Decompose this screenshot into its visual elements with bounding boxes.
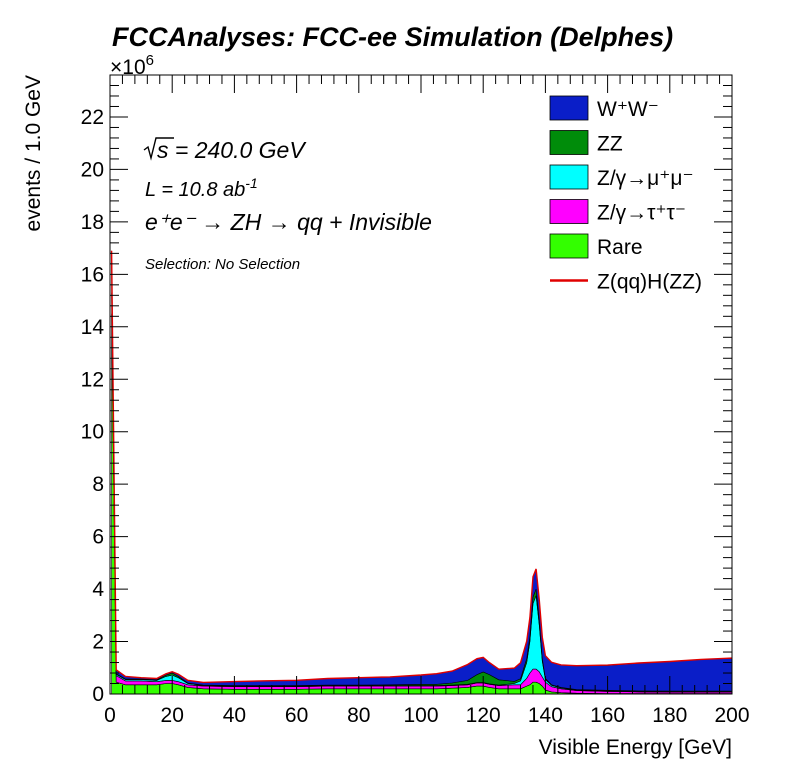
- svg-text:s = 240.0 GeV: s = 240.0 GeV: [157, 137, 307, 163]
- x-tick-label: 0: [104, 704, 116, 727]
- legend-swatch: [549, 130, 589, 155]
- chart-title: FCCAnalyses: FCC-ee Simulation (Delphes): [112, 22, 673, 52]
- y-tick-label: 2: [92, 631, 104, 654]
- x-tick-label: 80: [347, 704, 370, 727]
- legend-swatch: [549, 233, 589, 259]
- energy-label: = 240.0 GeV: [169, 137, 308, 163]
- x-tick-label: 40: [223, 704, 246, 727]
- luminosity-exponent: -1: [245, 175, 257, 191]
- legend-label: Z/γ→μ⁺μ⁻: [597, 167, 694, 190]
- signal-line: [110, 250, 733, 684]
- x-tick-label: 120: [466, 704, 501, 727]
- y-tick-label: 4: [92, 578, 104, 601]
- y-tick-label: 20: [81, 158, 104, 181]
- legend-entry: Z/γ→μ⁺μ⁻: [549, 164, 694, 190]
- series-area-1: [111, 292, 733, 694]
- stacked-series: [111, 250, 733, 695]
- luminosity-label: L = 10.8 ab-1: [145, 175, 258, 201]
- x-tick-label: 200: [714, 704, 749, 727]
- x-tick-label: 160: [590, 704, 625, 727]
- y-tick-label: 10: [81, 421, 104, 444]
- y-axis-label: events / 1.0 GeV: [22, 75, 45, 231]
- legend-label: Z/γ→τ⁺τ⁻: [597, 202, 686, 225]
- selection-label: Selection: No Selection: [145, 256, 300, 273]
- x-tick-label: 180: [652, 704, 687, 727]
- x-tick-label: 20: [161, 704, 184, 727]
- signal-path: [110, 250, 733, 684]
- legend-entry: W⁺W⁻: [549, 95, 659, 121]
- x-axis-label: Visible Energy [GeV]: [539, 736, 732, 759]
- legend-swatch: [549, 95, 589, 121]
- legend-swatch: [549, 164, 589, 190]
- legend-entry: Z(qq)H(ZZ): [550, 271, 702, 294]
- x-axis: 0 20 40 60 80 100 120 140 160 180 200: [104, 75, 750, 727]
- y-tick-label: 18: [81, 211, 104, 234]
- y-tick-label: 6: [92, 526, 104, 549]
- legend-label: Z(qq)H(ZZ): [597, 271, 702, 294]
- x-tick-label: 100: [403, 704, 438, 727]
- y-multiplier-exponent: 6: [146, 52, 154, 69]
- legend-label: Rare: [597, 236, 643, 259]
- y-tick-label: 22: [81, 106, 104, 129]
- series-area-4: [111, 250, 733, 692]
- sqrt-symbol: [143, 137, 174, 161]
- legend-entry: ZZ: [549, 130, 623, 156]
- legend-entry: Rare: [549, 233, 643, 259]
- y-tick-label: 8: [92, 473, 104, 496]
- x-tick-label: 60: [285, 704, 308, 727]
- y-multiplier: ×106: [110, 52, 154, 79]
- y-tick-label: 16: [81, 263, 104, 286]
- y-axis: 0 2 4 6 8 10 12 14 16 18 20 22: [81, 74, 732, 706]
- series-area-2: [111, 261, 733, 693]
- legend-label: ZZ: [597, 133, 623, 156]
- process-label: e⁺e⁻ → ZH → qq + Invisible: [145, 209, 432, 235]
- legend-entry: Z/γ→τ⁺τ⁻: [549, 199, 686, 225]
- sqrt-s-annotation: s = 240.0 GeV: [143, 137, 307, 163]
- y-tick-label: 14: [81, 316, 105, 339]
- sqrt-s-label: s: [157, 137, 169, 163]
- series-area-0: [111, 313, 733, 695]
- legend: W⁺W⁻ ZZ Z/γ→μ⁺μ⁻ Z/γ→τ⁺τ⁻ Rare Z(qq)H(ZZ): [549, 95, 702, 294]
- y-multiplier-base: ×10: [110, 56, 146, 79]
- y-tick-label: 0: [92, 683, 104, 706]
- y-tick-label: 12: [81, 368, 104, 391]
- series-area-3: [111, 258, 733, 692]
- x-tick-label: 140: [528, 704, 563, 727]
- legend-label: W⁺W⁻: [597, 98, 659, 121]
- legend-swatch: [549, 199, 589, 224]
- luminosity-value: L = 10.8 ab: [145, 179, 245, 201]
